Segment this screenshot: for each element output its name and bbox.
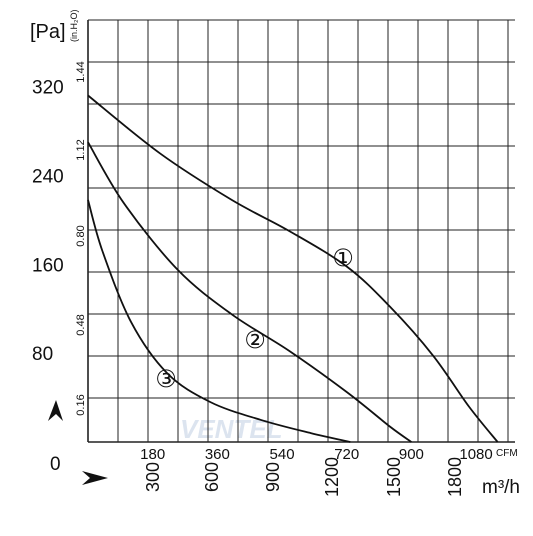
y-unit-label: [Pa]: [30, 21, 66, 43]
x-bottom-tick-label: 300: [143, 462, 163, 492]
x-top-tick-label: 540: [270, 446, 295, 463]
series-line-2: [87, 141, 412, 443]
y-tick-label: 80: [32, 344, 53, 365]
x-bottom-tick-label: 1800: [445, 457, 465, 497]
x-bottom-tick-label: 1500: [384, 457, 404, 497]
x-unit-top-label: CFM: [496, 448, 518, 459]
series-tags: ① ② ③: [155, 244, 354, 393]
series-tag-2: ②: [244, 326, 266, 354]
y-tick-label: 320: [32, 78, 64, 99]
x-top-tick-label: 1080: [459, 446, 492, 463]
x-bottom-tick-label: 900: [263, 462, 283, 492]
y-axis-arrow-icon: [48, 400, 63, 421]
x-top-tick-label: 360: [205, 446, 230, 463]
x-top-tick-label: 900: [399, 446, 424, 463]
y-tick-label: 160: [32, 255, 64, 276]
y-inner-tick-label: 0.80: [75, 225, 87, 246]
origin-label: 0: [50, 454, 61, 475]
y-inner-tick-label: 0.48: [75, 314, 87, 335]
x-axis-arrow-icon: [82, 471, 108, 485]
watermark: VENTEL: [180, 414, 283, 444]
y-tick-label: 240: [32, 166, 64, 187]
curves: [87, 94, 499, 443]
series-line-3: [87, 199, 351, 443]
x-bottom-tick-label: 600: [202, 462, 222, 492]
y-inner-unit-label: (in.H₂O): [69, 10, 79, 43]
axis-labels: 80 160 240 320 0.16 0.48 0.80 1.12 1.44 180 360 540…: [32, 61, 493, 497]
x-top-tick-label: 180: [140, 446, 165, 463]
y-inner-tick-label: 1.44: [75, 61, 87, 82]
x-top-tick-label: 720: [334, 446, 359, 463]
series-tag-3: ③: [155, 365, 177, 393]
x-unit-bottom-label: m³/h: [482, 477, 520, 498]
y-inner-tick-label: 0.16: [75, 394, 87, 415]
y-inner-tick-label: 1.12: [75, 139, 87, 160]
series-tag-1: ①: [332, 244, 354, 272]
plot-grid: [87, 19, 515, 443]
series-line-1: [87, 94, 499, 443]
x-bottom-tick-label: 1200: [322, 457, 342, 497]
